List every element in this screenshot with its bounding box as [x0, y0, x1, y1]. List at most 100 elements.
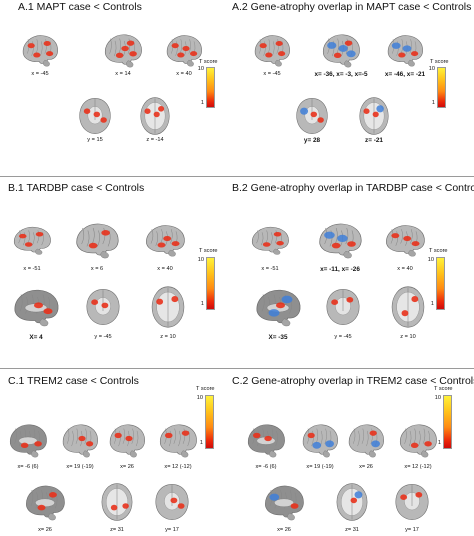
colorbar-max: 10 — [197, 66, 204, 72]
brain-slice-axi — [140, 97, 170, 135]
slice-label: z = 10 — [400, 334, 416, 340]
colorbar-gradient — [443, 395, 452, 449]
slice-label: y = -45 — [94, 334, 112, 340]
brain-slice-cor — [155, 484, 189, 520]
brain-slice-axi — [151, 286, 185, 328]
brain-slice-lat — [76, 223, 119, 259]
slice-label: x= 26 — [38, 527, 52, 533]
brain-slice-lat — [387, 35, 423, 67]
brain-slice-lat — [109, 424, 145, 458]
brain-slice-med — [248, 424, 285, 458]
colorbar-min: 1 — [200, 100, 204, 106]
brain-slice-med — [26, 485, 65, 521]
section-divider — [0, 176, 474, 177]
panel-title-a2: A.2 Gene-atrophy overlap in MAPT case < … — [232, 1, 472, 13]
brain-slice-lat — [252, 226, 289, 255]
colorbar-title: T score — [434, 386, 453, 392]
brain-slice-axi — [391, 286, 425, 328]
slice-label: x = 40 — [157, 266, 173, 272]
brain-slice-med — [14, 289, 59, 327]
brain-slice-cor — [79, 98, 111, 134]
panel-title-a1: A.1 MAPT case < Controls — [18, 1, 142, 13]
slice-label: x = 14 — [115, 71, 131, 77]
colorbar-gradient — [206, 257, 215, 310]
colorbar-max: 10 — [428, 66, 435, 72]
slice-label: y= 17 — [405, 527, 419, 533]
brain-slice-axi — [359, 97, 389, 135]
brain-slice-cor — [296, 98, 328, 134]
slice-label: x= 12 (-12) — [164, 464, 192, 470]
slice-label: z= 31 — [110, 527, 124, 533]
brain-slice-cor — [395, 484, 429, 520]
brain-slice-lat — [254, 35, 290, 67]
colorbar-max: 10 — [196, 395, 203, 401]
colorbar-title: T score — [429, 248, 448, 254]
brain-slice-med — [256, 289, 301, 327]
panel-title-b2: B.2 Gene-atrophy overlap in TARDBP case … — [232, 182, 474, 194]
colorbar-gradient — [205, 395, 214, 449]
colorbar-gradient — [436, 257, 445, 310]
brain-slice-lat — [348, 424, 384, 458]
brain-slice-lat — [14, 226, 51, 255]
colorbar-min: 1 — [430, 301, 434, 307]
brain-slice-cor — [86, 289, 120, 325]
slice-label: x= 26 — [277, 527, 291, 533]
colorbar-max: 10 — [197, 257, 204, 263]
slice-label: x = -45 — [263, 71, 281, 77]
colorbar-title: T score — [199, 59, 218, 65]
brain-slice-lat — [166, 35, 202, 67]
slice-label: y = -45 — [334, 334, 352, 340]
brain-slice-lat — [302, 424, 338, 458]
slice-label: x= 19 (-19) — [66, 464, 94, 470]
brain-slice-axi — [336, 483, 368, 521]
brain-slice-lat — [400, 424, 437, 458]
slice-label: x= -6 (6) — [255, 464, 277, 470]
slice-label: X= 4 — [29, 334, 43, 341]
colorbar-title: T score — [199, 248, 218, 254]
section-divider — [0, 368, 474, 369]
panel-title-c2: C.2 Gene-atrophy overlap in TREM2 case <… — [232, 375, 474, 387]
colorbar-title: T score — [196, 386, 215, 392]
colorbar-min: 1 — [199, 440, 203, 446]
colorbar-title: T score — [430, 59, 449, 65]
slice-label: x = 40 — [397, 266, 413, 272]
brain-slice-lat — [105, 34, 142, 68]
brain-slice-lat — [323, 34, 360, 68]
panel-title-c1: C.1 TREM2 case < Controls — [8, 375, 139, 387]
slice-label: x = -51 — [261, 266, 279, 272]
slice-label: z = -14 — [146, 137, 164, 143]
slice-label: y= 17 — [165, 527, 179, 533]
brain-slice-lat — [319, 223, 362, 259]
slice-label: x = 40 — [176, 71, 192, 77]
colorbar-max: 10 — [434, 395, 441, 401]
brain-slice-lat — [62, 424, 98, 458]
brain-slice-cor — [326, 289, 360, 325]
slice-label: x= -46, x= -21 — [384, 71, 426, 78]
slice-label: x= 26 — [359, 464, 373, 470]
brain-slice-lat — [160, 424, 197, 458]
colorbar-max: 10 — [427, 257, 434, 263]
slice-label: z= 31 — [345, 527, 359, 533]
colorbar-min: 1 — [437, 440, 441, 446]
panel-title-b1: B.1 TARDBP case < Controls — [8, 182, 145, 194]
slice-label: x= 19 (-19) — [306, 464, 334, 470]
brain-slice-lat — [22, 35, 58, 67]
brain-slice-lat — [146, 225, 185, 257]
colorbar-min: 1 — [431, 100, 435, 106]
slice-label: y = 15 — [87, 137, 103, 143]
slice-label: X= -35 — [268, 334, 288, 341]
slice-label: x = -45 — [31, 71, 49, 77]
brain-slice-med — [265, 485, 304, 521]
slice-label: x= -11, x= -26 — [320, 266, 360, 273]
colorbar-gradient — [206, 67, 215, 108]
slice-label: z= -21 — [365, 137, 383, 144]
slice-label: x= -6 (6) — [17, 464, 39, 470]
slice-label: x= -36, x= -3, x=-5 — [314, 71, 368, 78]
colorbar-min: 1 — [200, 301, 204, 307]
slice-label: z = 10 — [160, 334, 176, 340]
slice-label: y= 28 — [303, 137, 321, 144]
slice-label: x= 12 (-12) — [404, 464, 432, 470]
brain-slice-lat — [386, 225, 425, 257]
colorbar-gradient — [437, 67, 446, 108]
brain-slice-axi — [101, 483, 133, 521]
